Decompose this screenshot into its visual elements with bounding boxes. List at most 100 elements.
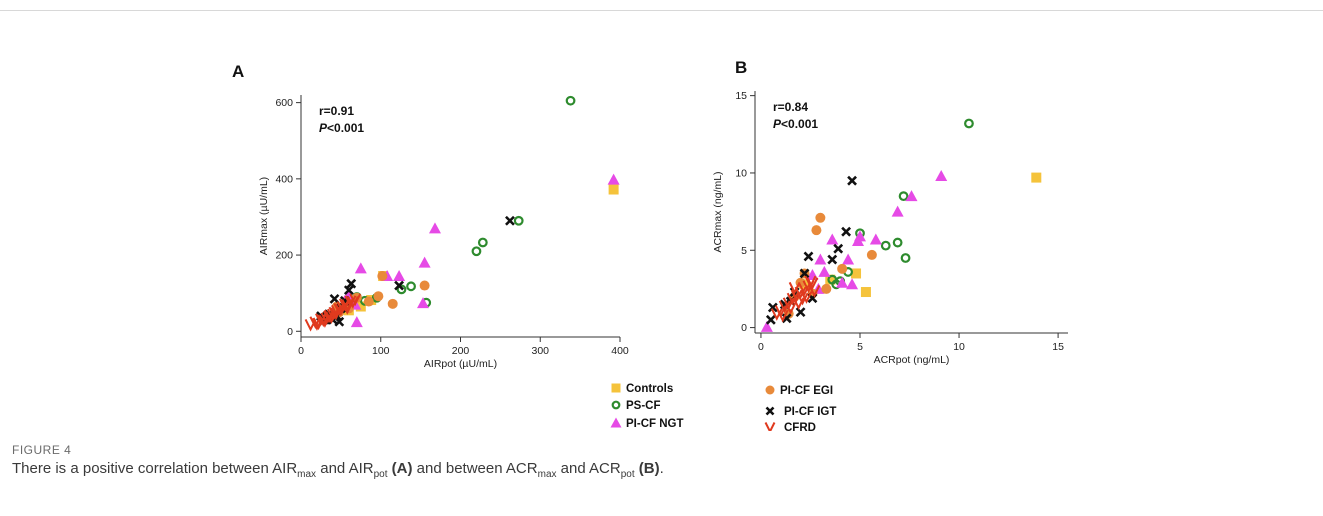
x-tick-label: 300 [531,345,549,357]
data-point [373,291,384,302]
data-point [808,285,821,298]
data-point [477,237,488,248]
data-point [784,302,797,315]
data-point [842,253,855,265]
data-point [786,292,799,306]
data-point [417,297,430,309]
data-point [815,212,826,223]
y-tick-label: 600 [275,97,293,109]
data-point [837,263,848,274]
legend-marker [611,383,621,393]
data-point [866,249,877,260]
legend-item: Controls [611,383,673,395]
data-point [776,309,789,323]
legend-marker [611,400,621,410]
data-point [833,243,844,254]
data-point [869,233,882,245]
y-tick-label: 0 [287,326,293,338]
data-point [905,190,918,202]
legend-label: PS-CF [626,400,661,412]
data-point [363,296,374,307]
data-point [818,265,831,277]
data-point [323,309,336,323]
legend-item: PI-CF EGI [765,385,833,397]
y-tick-label: 5 [741,245,747,257]
data-point [387,298,398,309]
data-point [354,262,367,274]
legend-label: Controls [626,383,673,395]
y-tick-label: 400 [275,173,293,185]
data-point [377,271,388,282]
legend-marker [764,422,776,431]
data-point [846,278,859,290]
data-point [804,275,817,289]
panel-label: A [232,62,244,81]
data-point [825,274,836,285]
data-point [798,283,811,297]
x-axis-title: ACRpot (ng/mL) [874,354,950,366]
y-tick-label: 200 [275,250,293,262]
panel-a: A 0 100 200 300 400 0 200 400 600 AIRpot (µU/mL) AI… [232,62,629,370]
series-pi-cf-egi [783,212,877,319]
data-point [349,293,362,307]
stat-r: r=0.91 [319,104,354,118]
data-point [315,313,327,326]
legend-marker [765,385,775,395]
x-tick-label: 200 [452,345,470,357]
legend-item: PS-CF [611,400,661,412]
figure-label: FIGURE 4 [12,443,72,457]
data-point [891,205,904,217]
data-point [788,281,801,295]
data-point [329,293,340,304]
data-point [770,308,783,321]
data-point [396,284,407,295]
legend: Controls PI-CF EGI PS-CF PI-CF IGT PI-CF NGT… [610,383,836,431]
data-point [778,300,791,314]
data-point [796,292,809,306]
x-tick-label: 5 [857,341,863,353]
data-point [898,191,909,202]
data-point [327,308,339,322]
data-point [428,222,441,234]
data-point [393,270,406,282]
data-point [900,253,911,263]
data-point [880,240,891,251]
data-point [799,268,810,279]
legend-label: CFRD [784,422,816,431]
data-point [471,246,482,257]
x-tick-label: 15 [1052,341,1064,353]
data-point [811,225,822,236]
figure-caption: There is a positive correlation between … [12,460,664,480]
series-cfrd [770,275,821,323]
data-point [827,254,838,265]
data-point [607,173,620,185]
data-point [346,278,357,289]
data-point [814,253,827,265]
data-point [350,316,363,328]
data-point [343,285,354,296]
stat-p: P<0.001 [773,117,818,131]
data-point [767,302,778,313]
data-point [406,281,416,292]
data-point [311,318,323,331]
legend-label: PI-CF IGT [784,406,836,418]
x-tick-label: 400 [611,345,629,357]
data-point [505,215,515,226]
data-point [513,215,524,226]
x-tick-label: 10 [953,341,965,353]
data-point [419,280,430,291]
data-point [790,289,803,303]
data-point [806,277,819,290]
stat-p: P<0.001 [319,121,364,135]
data-point [892,237,903,248]
panel-b: B 0 5 10 15 0 5 10 15 ACRpot (ng/mL) ACRmax (ng/mL… [712,58,1068,366]
data-point [826,233,839,245]
data-point [860,287,871,298]
series-controls [343,184,619,316]
data-point [330,307,342,321]
data-point [565,95,576,106]
data-point [841,226,852,237]
y-tick-label: 15 [735,90,747,102]
data-point [852,234,865,246]
legend-marker [765,406,775,416]
